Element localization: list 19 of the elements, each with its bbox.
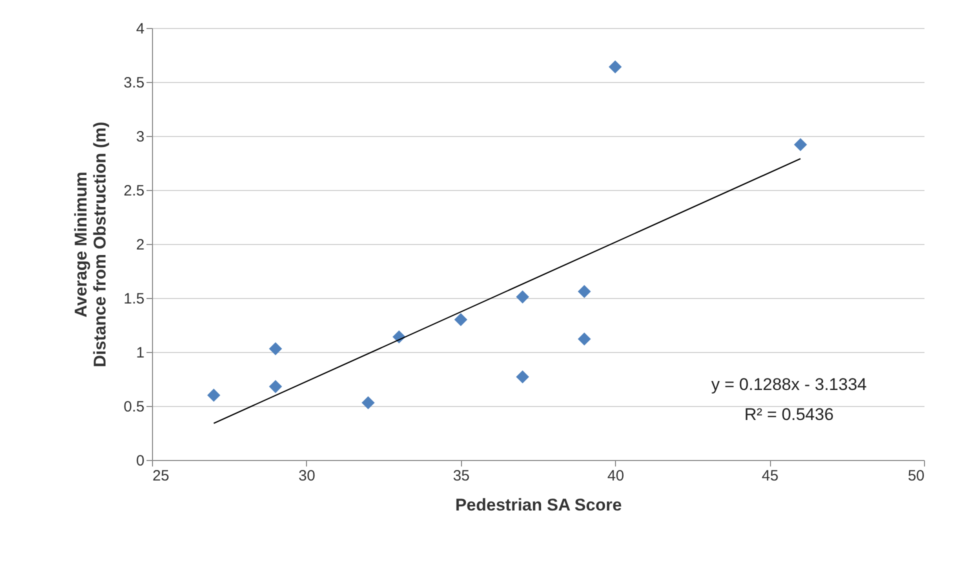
x-tick-label: 30	[298, 468, 316, 484]
x-tick-label: 35	[452, 468, 470, 484]
y-tick-label: 3	[136, 128, 144, 146]
y-tick-label: 2.5	[124, 182, 144, 200]
x-axis-title: Pedestrian SA Score	[455, 496, 622, 514]
y-tick-label: 3.5	[124, 74, 144, 92]
y-axis-title: Average Minimum Distance from Obstruction (m)	[72, 122, 110, 368]
y-tick-label: 1	[136, 344, 144, 362]
y-tick-label: 4	[136, 20, 144, 38]
x-tick-label: 25	[152, 468, 170, 484]
x-tick-label: 50	[908, 468, 924, 484]
x-tick-label: 45	[762, 468, 778, 484]
y-tick-label: 2	[136, 236, 144, 254]
annotation: y = 0.1288x - 3.1334	[711, 375, 867, 394]
y-tick-label: 0	[136, 452, 144, 470]
x-tick-label: 40	[607, 468, 624, 484]
annotation: R² = 0.5436	[744, 405, 834, 424]
y-tick-label: 0.5	[124, 398, 144, 416]
y-tick-label: 1.5	[124, 290, 144, 308]
